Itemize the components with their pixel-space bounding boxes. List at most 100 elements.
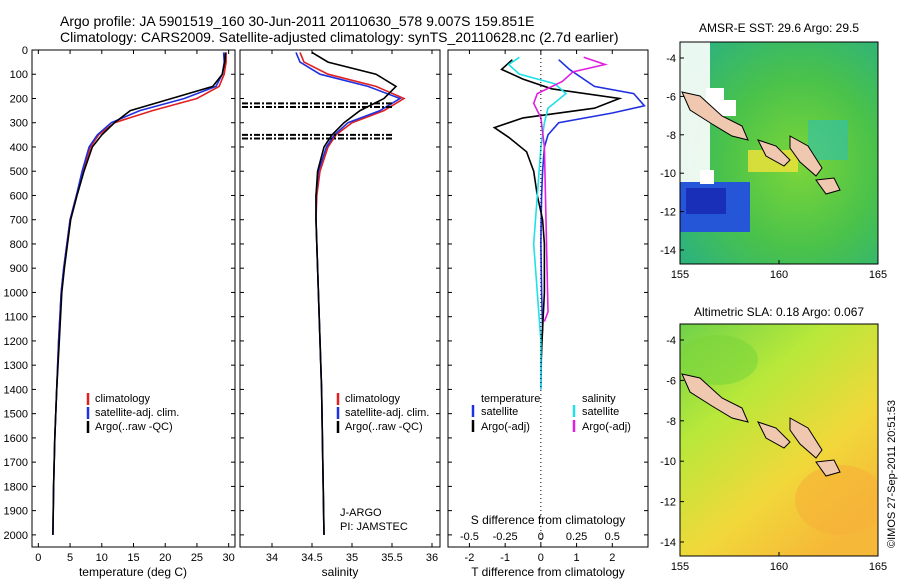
- depth-tick-label: 700: [10, 215, 28, 227]
- depth-tick-label: 1100: [4, 312, 28, 324]
- s-difference-tick-label: 0.5: [605, 531, 620, 543]
- legend-label: Argo(..raw -QC): [345, 421, 423, 433]
- difference-plot: -2 -1 0 1 2 -0.5 -0.25 0 0.25 0.5: [460, 50, 646, 564]
- depth-axis: 0 100 200 300 400 500 600 700 800 900 1000 1100 1200…: [4, 45, 648, 542]
- credit: ©IMOS 27-Sep-2011 20:51:53: [886, 400, 898, 548]
- diff-series-salinity-satellite: [507, 56, 568, 390]
- depth-tick-label: 100: [10, 69, 28, 81]
- sal-x-tick-label: 36: [426, 552, 438, 564]
- legend-label: satellite-adj. clim.: [95, 407, 179, 419]
- title-line-2: Climatology: CARS2009. Satellite-adjuste…: [60, 29, 618, 45]
- depth-tick-label: 1000: [4, 287, 28, 299]
- sla-x-tick-label: 165: [869, 561, 887, 573]
- depth-tick-label: 1800: [4, 481, 28, 493]
- temp-x-tick-label: 25: [191, 552, 203, 564]
- legend-label: Argo(-adj): [582, 421, 631, 433]
- sst-y-tick-label: -4: [666, 53, 676, 65]
- sla-map-title: Altimetric SLA: 0.18 Argo: 0.067: [694, 305, 864, 319]
- legend-label: satellite-adj. clim.: [345, 407, 429, 419]
- depth-tick-label: 1200: [4, 336, 28, 348]
- float-annotation-line2: PI: JAMSTEC: [340, 521, 408, 533]
- temperature-legend: climatology satellite-adj. clim. Argo(..…: [86, 393, 179, 433]
- depth-tick-label: 1500: [4, 409, 28, 421]
- legend-label: Argo(..raw -QC): [95, 421, 173, 433]
- sst-x-tick-label: 165: [869, 269, 887, 281]
- temp-x-tick-label: 30: [223, 552, 235, 564]
- map-axes: -4 -6 -8 -10 -12 -14 155 160 165 -4 -6 -8 -10 -12 -14 1…: [660, 53, 887, 573]
- sst-y-tick-label: -14: [660, 245, 676, 257]
- depth-tick-label: 1700: [4, 457, 28, 469]
- salinity-xlabel: salinity: [322, 565, 359, 579]
- temp-series-satellite-adj-clim-: [52, 52, 226, 535]
- sla-y-tick-label: -14: [660, 537, 676, 549]
- difference-legend: temperature satellite Argo(-adj) salinit…: [471, 393, 631, 433]
- temp-x-tick-label: 5: [67, 552, 73, 564]
- depth-tick-label: 500: [10, 166, 28, 178]
- depth-tick-label: 200: [10, 93, 28, 105]
- legend-label: satellite: [481, 406, 518, 418]
- temp-x-tick-label: 20: [159, 552, 171, 564]
- sal-series-argo-raw-qc-: [311, 51, 398, 535]
- temp-x-tick-label: 0: [35, 552, 41, 564]
- legend-title-temperature: temperature: [481, 393, 540, 405]
- s-difference-tick-label: 0: [538, 531, 544, 543]
- diff-series-salinity-argo-adj-: [532, 56, 609, 322]
- legend-label: satellite: [582, 406, 619, 418]
- s-difference-tick-label: -0.5: [460, 531, 479, 543]
- s-difference-tick-label: -0.25: [493, 531, 518, 543]
- depth-tick-label: 0: [22, 45, 28, 57]
- depth-tick-label: 2000: [4, 530, 28, 542]
- depth-tick-label: 600: [10, 190, 28, 202]
- sal-x-tick-label: 35: [346, 552, 358, 564]
- sst-map: [680, 42, 878, 264]
- diff-x-tick-label: -1: [500, 552, 510, 564]
- sst-y-tick-label: -8: [666, 130, 676, 142]
- depth-tick-label: 1400: [4, 384, 28, 396]
- sst-x-tick-label: 155: [671, 269, 689, 281]
- diff-x-tick-label: 1: [574, 552, 580, 564]
- salinity-panel: [239, 49, 441, 548]
- legend-label: climatology: [345, 393, 401, 405]
- temp-series-argo-raw-qc-: [52, 52, 227, 535]
- depth-tick-label: 1300: [4, 360, 28, 372]
- temp-x-tick-label: 15: [127, 552, 139, 564]
- diff-x-tick-label: 0: [538, 552, 544, 564]
- diff-x-tick-label: -2: [465, 552, 475, 564]
- sla-x-tick-label: 155: [671, 561, 689, 573]
- temperature-xlabel: temperature (deg C): [79, 565, 187, 579]
- diff-series-temperature-argo-adj-: [492, 59, 623, 366]
- sla-x-tick-label: 160: [770, 561, 788, 573]
- legend-label: climatology: [95, 393, 151, 405]
- salinity-plot: 34 34.5 35 35.5 36: [242, 50, 438, 564]
- sst-y-tick-label: -12: [660, 207, 676, 219]
- sal-x-tick-label: 34: [266, 552, 278, 564]
- sla-y-tick-label: -10: [660, 456, 676, 468]
- temperature-panel: [31, 49, 236, 548]
- temp-x-tick-label: 10: [96, 552, 108, 564]
- sla-y-tick-label: -6: [666, 375, 676, 387]
- depth-tick-label: 1900: [4, 506, 28, 518]
- sla-y-tick-label: -8: [666, 416, 676, 428]
- diff-x-tick-label: 2: [609, 552, 615, 564]
- sst-x-tick-label: 160: [770, 269, 788, 281]
- sst-y-tick-label: -10: [660, 168, 676, 180]
- depth-tick-label: 300: [10, 118, 28, 130]
- legend-title-salinity: salinity: [582, 393, 616, 405]
- s-difference-tick-label: 0.25: [566, 531, 587, 543]
- depth-tick-label: 400: [10, 142, 28, 154]
- sst-y-tick-label: -6: [666, 91, 676, 103]
- sla-map: [680, 324, 878, 556]
- legend-label: Argo(-adj): [481, 421, 530, 433]
- sst-map-title: AMSR-E SST: 29.6 Argo: 29.5: [699, 21, 859, 35]
- difference-panel: [447, 49, 649, 548]
- depth-tick-label: 900: [10, 263, 28, 275]
- temperature-plot: 0 5 10 15 20 25 30: [35, 50, 235, 564]
- depth-tick-label: 1600: [4, 433, 28, 445]
- depth-tick-label: 800: [10, 239, 28, 251]
- sla-y-tick-label: -4: [666, 335, 676, 347]
- sal-x-tick-label: 34.5: [301, 552, 322, 564]
- sla-y-tick-label: -12: [660, 497, 676, 509]
- title-line-1: Argo profile: JA 5901519_160 30-Jun-2011…: [60, 13, 534, 29]
- temp-series-climatology: [52, 52, 227, 535]
